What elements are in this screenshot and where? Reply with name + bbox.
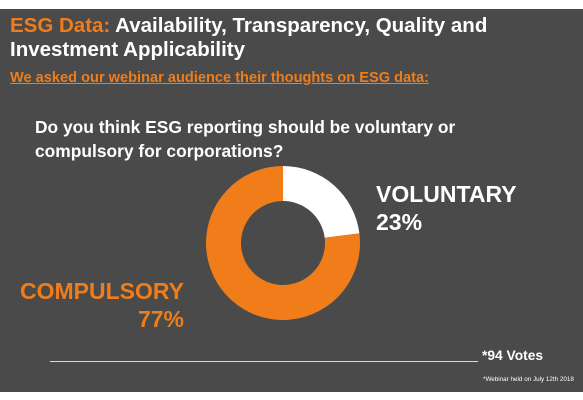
footer-divider — [50, 361, 478, 362]
compulsory-label-name: COMPULSORY — [20, 278, 184, 304]
voluntary-label: VOLUNTARY 23% — [376, 180, 517, 236]
page-title: ESG Data: Availability, Transparency, Qu… — [10, 14, 570, 62]
chart-title: Do you think ESG reporting should be vol… — [35, 117, 456, 161]
title-accent-text: ESG Data: — [10, 14, 111, 37]
title-main-text: Availability, Transparency, Quality and … — [10, 14, 488, 61]
voluntary-label-value: 23% — [376, 209, 423, 235]
donut-slice-compulsory — [206, 166, 360, 320]
donut-slice-voluntary — [283, 166, 360, 238]
vote-count: *94 Votes — [482, 348, 544, 363]
subtitle: We asked our webinar audience their thou… — [10, 70, 429, 86]
compulsory-label: COMPULSORY 77% — [20, 277, 184, 333]
voluntary-label-name: VOLUNTARY — [376, 181, 517, 207]
webinar-footnote: *Webinar held on July 12th 2018 — [483, 376, 574, 383]
compulsory-label-value: 77% — [137, 306, 184, 332]
